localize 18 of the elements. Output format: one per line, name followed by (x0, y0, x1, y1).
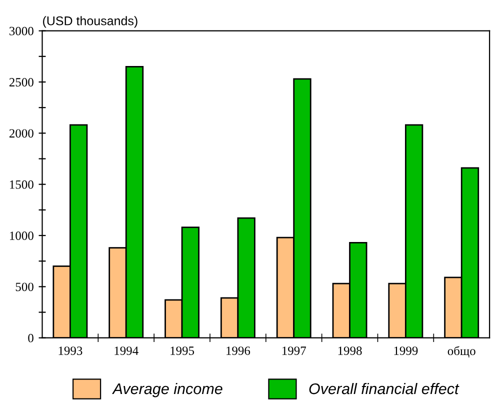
x-tick-label: 1994 (114, 346, 138, 355)
y-tick-label: 2500 (9, 78, 34, 86)
y-tick-label: 2000 (9, 129, 34, 138)
y-tick-label: 500 (16, 282, 34, 292)
y-tick-label: 1000 (10, 232, 34, 240)
x-tick-label: 1996 (226, 346, 250, 355)
y-axis-title: (USD thousands) (43, 16, 138, 28)
x-tick-label: 1999 (394, 346, 418, 355)
x-tick-label: 1993 (58, 346, 82, 355)
x-tick-label: общо (448, 346, 476, 358)
y-tick-label: 0 (28, 334, 34, 342)
y-tick-label: 3000 (10, 26, 34, 36)
legend-label: Average income (112, 382, 222, 398)
x-tick-label: 1998 (338, 346, 362, 355)
legend-label: Overall financial effect (309, 382, 460, 394)
y-tick-label: 1500 (10, 180, 34, 189)
x-tick-label: 1997 (282, 346, 306, 355)
x-tick-label: 1995 (170, 346, 194, 355)
